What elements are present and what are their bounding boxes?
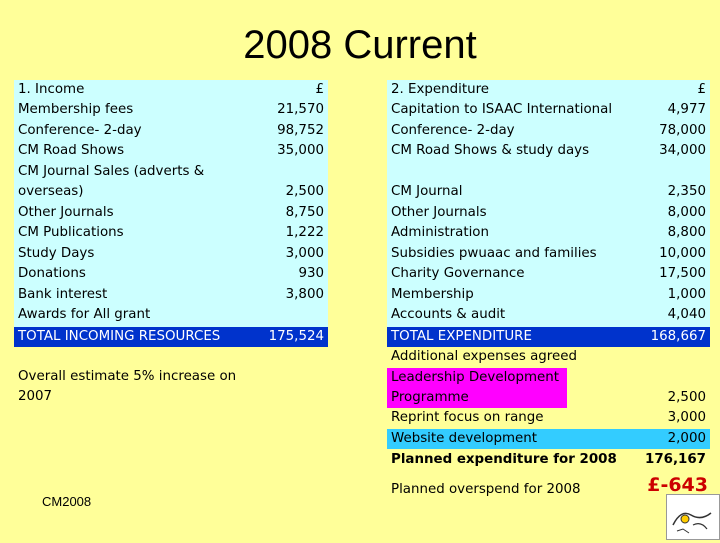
expenditure-label: Subsidies pwuaac and families bbox=[391, 245, 597, 261]
expenditure-label: Conference- 2-day bbox=[391, 122, 515, 138]
expenditure-value: 17,500 bbox=[659, 266, 706, 281]
income-total-row: TOTAL INCOMING RESOURCES 175,524 bbox=[14, 327, 328, 347]
income-label: Awards for All grant bbox=[18, 307, 151, 322]
expenditure-label: Other Journals bbox=[391, 204, 487, 220]
income-value: 930 bbox=[298, 266, 324, 281]
income-total-label: TOTAL INCOMING RESOURCES bbox=[18, 329, 221, 344]
income-label: Study Days bbox=[18, 245, 95, 261]
income-label: Other Journals bbox=[18, 204, 114, 220]
expenditure-label: CM Journal bbox=[391, 184, 463, 199]
overspend-value: £-643 bbox=[647, 474, 708, 496]
income-label: CM Journal Sales (adverts & bbox=[18, 163, 205, 179]
expenditure-value: 4,977 bbox=[667, 102, 706, 117]
income-value: 98,752 bbox=[277, 122, 324, 138]
income-note: Overall estimate 5% increase on 2007 bbox=[18, 369, 237, 404]
expenditure-total-row: TOTAL EXPENDITURE 168,667 bbox=[387, 327, 710, 347]
expenditure-value: 4,040 bbox=[667, 307, 706, 322]
expenditure-total-label: TOTAL EXPENDITURE bbox=[391, 329, 532, 344]
slide-title: 2008 Current bbox=[243, 23, 477, 67]
expenditure-panel bbox=[387, 80, 710, 328]
income-label: Donations bbox=[18, 266, 86, 281]
expenditure-label: Charity Governance bbox=[391, 266, 525, 281]
expenditure-value: 1,000 bbox=[667, 286, 706, 302]
income-panel bbox=[14, 80, 328, 328]
income-value: 21,570 bbox=[277, 102, 324, 117]
leadership-highlight bbox=[387, 368, 567, 408]
expenditure-value: 34,000 bbox=[659, 143, 706, 158]
expenditure-value: 2,350 bbox=[667, 184, 706, 199]
income-label: Membership fees bbox=[18, 102, 134, 117]
income-value: 2,500 bbox=[285, 184, 324, 199]
income-label: overseas) bbox=[18, 184, 84, 199]
expenditure-value: 10,000 bbox=[659, 245, 706, 261]
expenditure-value: 78,000 bbox=[659, 122, 706, 138]
income-value: 35,000 bbox=[277, 143, 324, 158]
income-value: 8,750 bbox=[285, 204, 324, 220]
income-label: CM Road Shows bbox=[18, 143, 125, 158]
income-label: CM Publications bbox=[18, 225, 124, 240]
income-value: 3,800 bbox=[285, 286, 324, 302]
expenditure-label: Membership bbox=[391, 286, 474, 302]
leadership-value: 2,500 bbox=[667, 390, 706, 405]
footer-label: CM2008 bbox=[42, 494, 92, 509]
expenditure-value: 8,000 bbox=[667, 204, 706, 220]
expenditure-label: CM Road Shows & study days bbox=[391, 143, 590, 158]
income-label: Bank interest bbox=[18, 286, 108, 302]
expenditure-label: Capitation to ISAAC International bbox=[391, 102, 613, 117]
website-highlight bbox=[387, 429, 710, 449]
expenditure-label: Administration bbox=[391, 225, 489, 240]
logo-illustration bbox=[672, 512, 712, 534]
expenditure-value: 8,800 bbox=[667, 225, 706, 240]
logo-image bbox=[666, 494, 720, 540]
income-value: 1,222 bbox=[285, 225, 324, 240]
income-total-value: 175,524 bbox=[268, 329, 324, 344]
expenditure-label: Accounts & audit bbox=[391, 307, 506, 322]
income-value: 3,000 bbox=[285, 245, 324, 261]
expenditure-total-value: 168,667 bbox=[650, 329, 706, 344]
income-label: Conference- 2-day bbox=[18, 122, 142, 138]
